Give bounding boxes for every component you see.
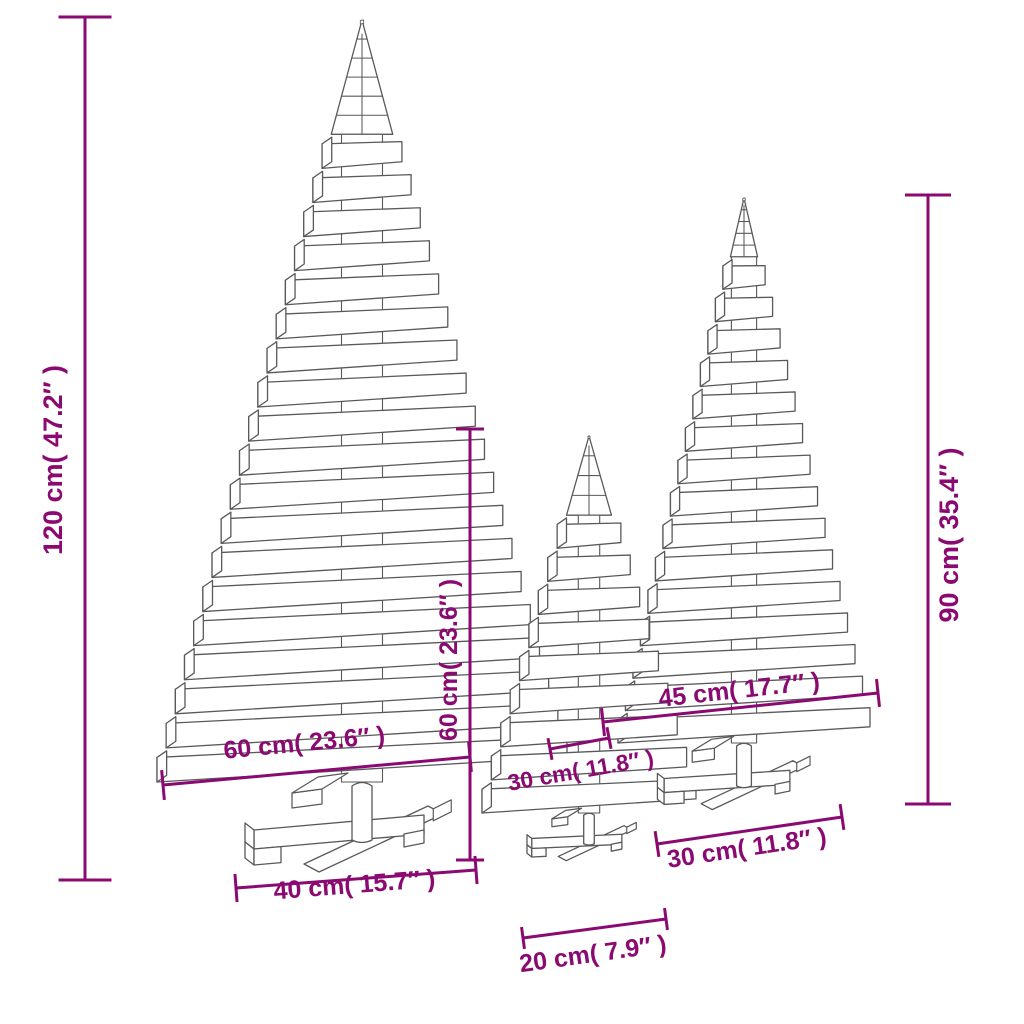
svg-text:120 cm( 47.2″ ): 120 cm( 47.2″ ) xyxy=(38,365,68,555)
svg-text:90 cm( 35.4″ ): 90 cm( 35.4″ ) xyxy=(934,447,964,622)
svg-text:60 cm( 23.6″ ): 60 cm( 23.6″ ) xyxy=(435,579,463,741)
